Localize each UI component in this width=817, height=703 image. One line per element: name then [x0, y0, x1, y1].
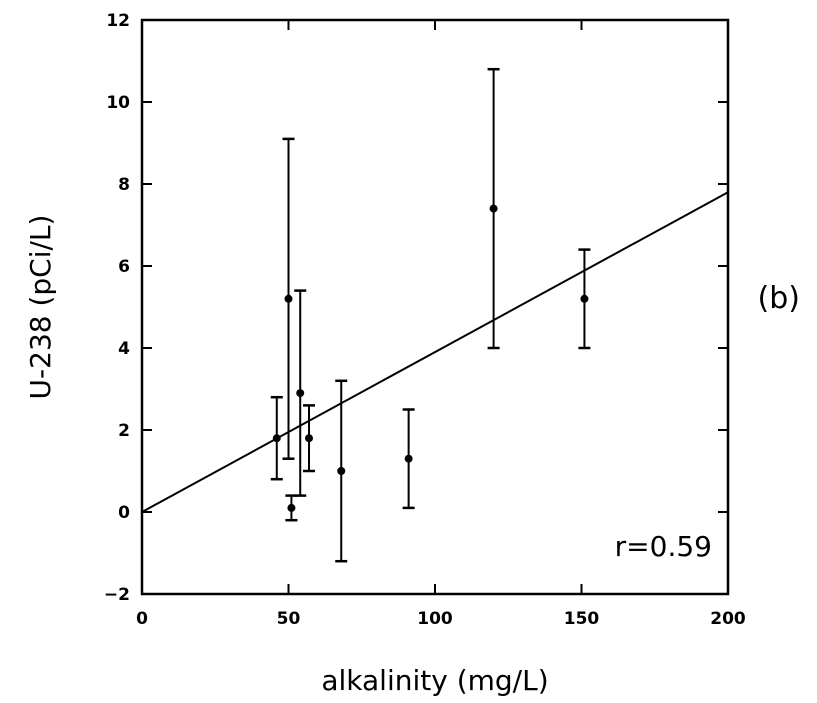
y-tick-label: 12 — [106, 11, 130, 31]
data-point — [305, 434, 314, 443]
data-point — [284, 294, 293, 303]
correlation-annotation: r=0.59 — [615, 530, 712, 563]
y-tick-label: 0 — [118, 503, 130, 523]
data-point — [489, 204, 498, 213]
x-tick-label: 200 — [710, 609, 746, 629]
x-axis-label: alkalinity (mg/L) — [321, 664, 548, 697]
x-tick-label: 50 — [277, 609, 301, 629]
plot-frame — [140, 18, 730, 596]
panel-label: (b) — [758, 281, 800, 316]
axis-tick-labels: 0 50 100 150 200 −2 0 2 4 6 8 10 12 — [104, 11, 746, 629]
y-tick-label: 10 — [106, 93, 130, 113]
data-point — [337, 467, 346, 475]
data-point — [580, 294, 589, 303]
y-axis-label: U-238 (pCi/L) — [24, 215, 57, 400]
data-point — [404, 454, 413, 463]
data-point — [296, 389, 305, 398]
y-tick-label: 4 — [118, 339, 130, 359]
error-bars — [270, 67, 591, 563]
x-tick-label: 150 — [564, 609, 600, 629]
x-tick-label: 0 — [136, 609, 148, 629]
data-point — [272, 434, 281, 443]
data-points — [272, 204, 589, 512]
y-tick-label: 8 — [118, 175, 130, 195]
y-tick-label: −2 — [104, 585, 130, 605]
axis-ticks — [141, 19, 729, 595]
x-tick-label: 100 — [417, 609, 453, 629]
data-point — [287, 503, 296, 512]
y-tick-label: 6 — [118, 257, 130, 277]
y-tick-label: 2 — [118, 421, 130, 441]
regression-line — [141, 191, 729, 513]
